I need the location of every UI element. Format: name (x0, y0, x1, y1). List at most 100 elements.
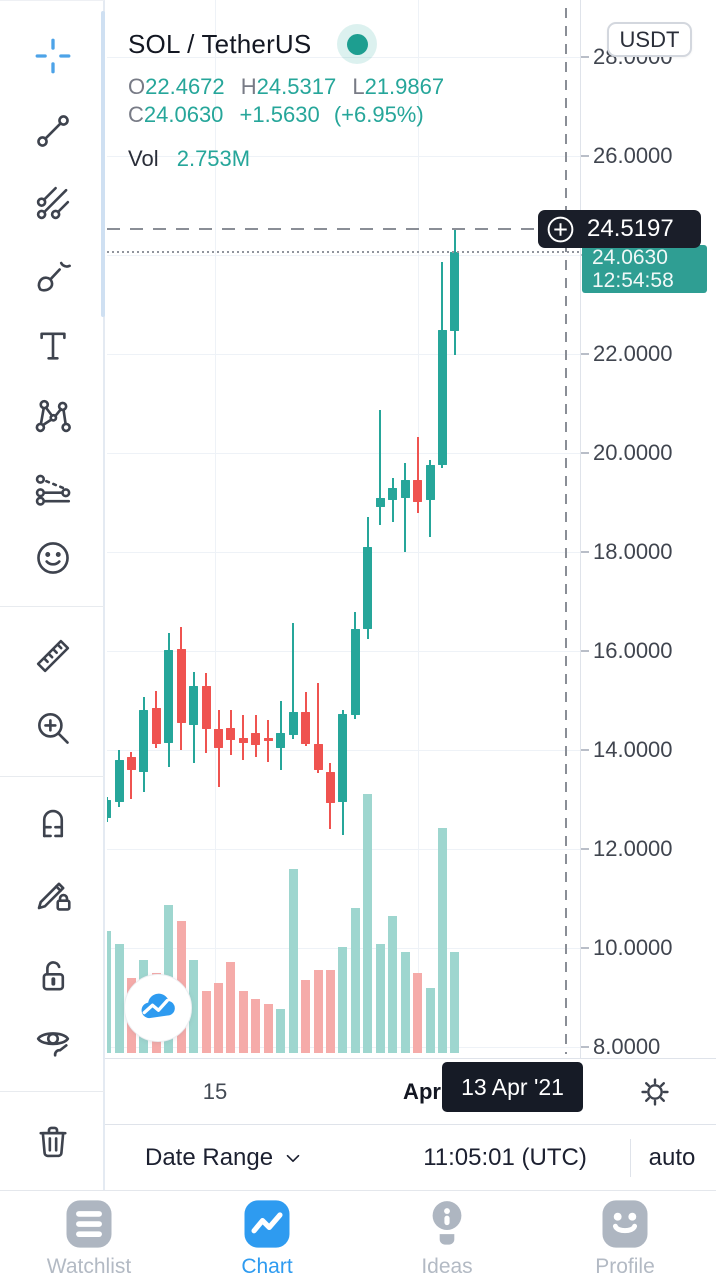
chevron-down-icon (286, 1154, 300, 1162)
tool-lock-drawing[interactable] (29, 870, 77, 918)
market-status-dot[interactable] (337, 24, 378, 64)
time-axis[interactable]: Apr 15 13 Apr '21 (105, 1058, 716, 1124)
tool-measure-ruler[interactable] (29, 632, 77, 680)
candle-wick (317, 683, 320, 774)
price-tick-mark (581, 848, 589, 850)
tool-fib-tools[interactable] (29, 179, 77, 227)
last-price-value: 24.0630 (592, 246, 668, 269)
candle-body (413, 480, 423, 503)
tool-trend-line[interactable] (29, 107, 77, 155)
tool-remove-drawings[interactable] (29, 1117, 77, 1165)
clock-utc-button[interactable]: 11:05:01 (UTC) (423, 1143, 587, 1171)
tool-brush[interactable] (29, 252, 77, 300)
tool-zoom-in[interactable] (29, 704, 77, 752)
tradingview-logo-watermark (124, 974, 192, 1042)
candle-wick (404, 462, 407, 552)
drawing-toolbar (0, 0, 105, 1190)
auto-scale-button[interactable]: auto (648, 1143, 696, 1171)
candle-body (425, 464, 435, 501)
date-range-button[interactable]: Date Range (145, 1144, 304, 1172)
volume-bar (214, 983, 224, 1053)
volume-bar (114, 944, 124, 1053)
last-price-time: 12:54:58 (592, 269, 674, 292)
tool-projection[interactable] (29, 464, 77, 512)
candle-body (114, 759, 124, 802)
price-tick-label: 8.0000 (593, 1034, 661, 1059)
volume-bar (107, 931, 112, 1053)
tool-unlock[interactable] (29, 952, 77, 1000)
candle-body (313, 743, 323, 771)
candle-body (201, 685, 211, 730)
candle-body (151, 708, 161, 744)
symbol-legend: SOL / TetherUS O22.4672 H24.5317 L21.986… (128, 24, 444, 172)
volume-bar (350, 908, 360, 1053)
chart-settings-button[interactable] (638, 1075, 672, 1109)
candle-body (338, 713, 348, 802)
chart-nav-icon (244, 1200, 290, 1248)
volume-bar (301, 980, 311, 1053)
chart-toolbar-bottom: Date Range 11:05:01 (UTC) auto (105, 1124, 716, 1190)
open-label: O (128, 74, 146, 99)
candle-body (363, 547, 373, 629)
price-tick-mark (581, 155, 589, 157)
chart-pane[interactable]: SOL / TetherUS O22.4672 H24.5317 L21.986… (107, 0, 580, 1058)
grid-line-h (107, 354, 580, 355)
ohlc-row-1: O22.4672 H24.5317 L21.9867 C24.0630 +1.5… (128, 73, 444, 129)
tool-text-tool[interactable] (29, 322, 77, 370)
volume-bar (276, 1009, 286, 1053)
candle-body (214, 729, 224, 748)
price-tick-mark (581, 452, 589, 454)
price-axis[interactable]: 28.000026.000024.000022.000020.000018.00… (580, 0, 716, 1059)
grid-line-v (418, 0, 419, 1053)
nav-item-ideas[interactable]: Ideas (387, 1197, 507, 1279)
currency-toggle-button[interactable]: USDT (607, 22, 692, 57)
volume-bar (413, 973, 423, 1053)
nav-item-chart[interactable]: Chart (207, 1197, 327, 1279)
candle-body (226, 727, 236, 741)
tool-xabcd-pattern[interactable] (29, 392, 77, 440)
crosshair-price-label: 24.5197 (538, 210, 701, 248)
tool-magnet[interactable] (29, 797, 77, 845)
volume-bar (238, 991, 248, 1053)
candle-body (388, 487, 398, 501)
price-tick-label: 16.0000 (593, 638, 673, 663)
remove-drawings-icon (39, 1126, 67, 1158)
volume-bar (375, 944, 385, 1053)
price-tick-mark (581, 1046, 589, 1048)
fib-tools-icon (36, 186, 70, 220)
toolbar-scroll-indicator (101, 11, 105, 317)
grid-line-h (107, 57, 580, 58)
candle-wick (292, 623, 295, 740)
candle-wick (242, 715, 245, 760)
volume-value: 2.753M (176, 146, 251, 171)
time-tick-label: 15 (202, 1078, 228, 1104)
status-dot-core (346, 33, 368, 55)
tool-hide-drawings[interactable] (29, 1017, 77, 1065)
price-tick-label: 10.0000 (593, 935, 673, 960)
grid-line-h (107, 255, 580, 256)
nav-item-watchlist[interactable]: Watchlist (29, 1197, 149, 1279)
toolbar-section-divider (0, 1091, 105, 1092)
volume-bar (251, 999, 261, 1053)
text-tool-icon (40, 332, 66, 360)
tool-emoji[interactable] (29, 534, 77, 582)
volume-bar (263, 1004, 273, 1053)
close-label: C (128, 102, 144, 127)
nav-item-profile[interactable]: Profile (565, 1197, 685, 1279)
price-tick-label: 26.0000 (593, 143, 673, 168)
candle-body (107, 799, 112, 819)
volume-bar (425, 988, 435, 1053)
volume-bar (437, 828, 447, 1053)
candle-wick (379, 410, 382, 525)
last-price-label: 24.0630 12:54:58 (582, 245, 707, 293)
candle-body (238, 737, 248, 743)
crosshair-vertical-line (565, 8, 567, 1054)
open-value: 22.4672 (145, 74, 225, 99)
volume-bar (388, 916, 398, 1053)
projection-icon (35, 474, 71, 506)
tool-crosshair[interactable] (29, 32, 77, 80)
crosshair-icon (35, 38, 71, 74)
grid-line-h (107, 651, 580, 652)
candle-body (301, 712, 311, 744)
